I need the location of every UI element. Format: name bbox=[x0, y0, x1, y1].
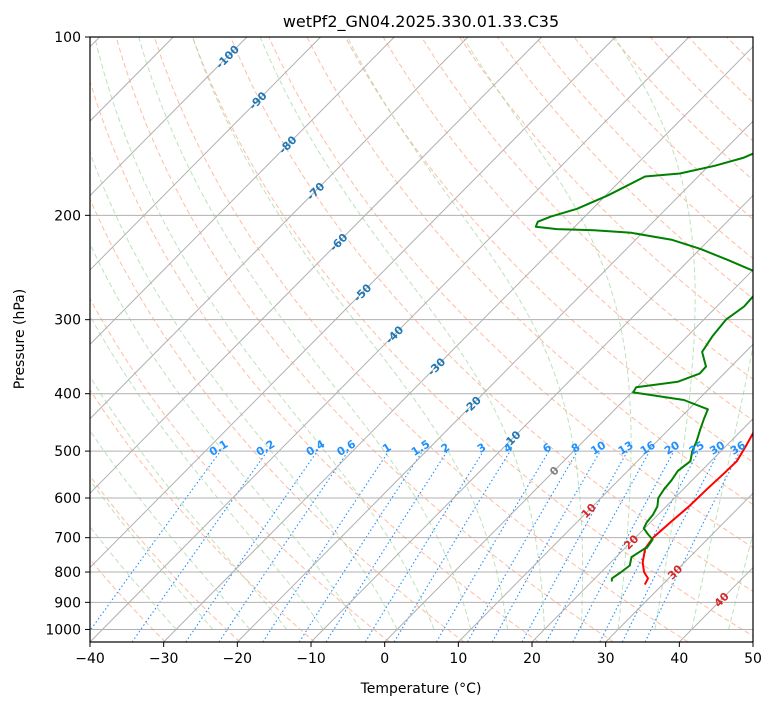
chart-title: wetPf2_GN04.2025.330.01.33.C35 bbox=[283, 12, 559, 32]
mixing-ratio-line bbox=[545, 450, 651, 642]
dry-adiabat bbox=[344, 37, 753, 463]
isotherm-line bbox=[90, 37, 616, 569]
dry-adiabats bbox=[90, 37, 775, 642]
y-tick-label: 900 bbox=[54, 595, 81, 611]
dry-adiabat bbox=[459, 37, 753, 340]
isotherm-line bbox=[163, 46, 753, 642]
mixing-ratio-line bbox=[521, 450, 629, 642]
dry-adiabat bbox=[90, 79, 540, 642]
dry-adiabat bbox=[765, 37, 775, 642]
temperature-line bbox=[641, 431, 753, 586]
x-tick-label: −20 bbox=[223, 651, 253, 667]
dry-adiabat bbox=[90, 297, 390, 642]
isotherm-line bbox=[457, 343, 753, 642]
isotherm-line bbox=[90, 37, 690, 642]
y-axis: 100 200 300 400 500 600 700 800 900 1000 bbox=[45, 30, 90, 638]
isotherm-line bbox=[90, 37, 395, 346]
moist-adiabat bbox=[346, 37, 584, 630]
isotherm-line bbox=[90, 37, 321, 271]
dry-adiabat bbox=[115, 37, 614, 642]
y-tick-label: 600 bbox=[54, 491, 81, 507]
mixing-ratio-line bbox=[644, 450, 741, 642]
dry-adiabat bbox=[268, 37, 753, 549]
y-tick-label: 500 bbox=[54, 444, 81, 460]
mixing-ratio-line bbox=[621, 450, 720, 642]
isotherm-line bbox=[310, 194, 753, 642]
dry-adiabat bbox=[90, 388, 316, 642]
x-tick-label: −10 bbox=[296, 651, 326, 667]
dry-adiabat bbox=[90, 558, 166, 642]
isotherm-line bbox=[90, 37, 469, 420]
isotherm-line bbox=[90, 37, 542, 494]
x-axis-label: Temperature (°C) bbox=[360, 681, 482, 697]
x-tick-label: 20 bbox=[523, 651, 541, 667]
y-tick-label: 700 bbox=[54, 531, 81, 547]
mixing-ratio-line bbox=[572, 450, 675, 642]
isotherm-line bbox=[605, 492, 753, 642]
x-axis: −40 −30 −20 −10 0 10 20 30 40 50 bbox=[75, 642, 762, 667]
y-tick-label: 300 bbox=[54, 313, 81, 329]
dry-adiabat bbox=[90, 475, 241, 642]
y-tick-label: 800 bbox=[54, 565, 81, 581]
moist-adiabat bbox=[90, 242, 361, 630]
sounding-series bbox=[534, 152, 753, 586]
mixing-ratio-line bbox=[393, 450, 511, 642]
isotherm-line bbox=[531, 418, 753, 642]
moist-adiabat bbox=[94, 37, 435, 630]
mixing-ratio-line bbox=[298, 450, 423, 642]
plot-background bbox=[90, 37, 753, 642]
mixing-ratio-line bbox=[185, 450, 318, 642]
dry-adiabat bbox=[90, 197, 465, 642]
isotherm-line bbox=[384, 269, 753, 642]
y-tick-label: 400 bbox=[54, 387, 81, 403]
y-axis-label: Pressure (hPa) bbox=[12, 289, 28, 389]
x-tick-label: −30 bbox=[149, 651, 179, 667]
x-tick-label: 40 bbox=[670, 651, 688, 667]
isotherm-line bbox=[236, 120, 753, 642]
dry-adiabat bbox=[382, 37, 753, 422]
mixing-ratio-line bbox=[262, 450, 390, 642]
mixing-ratio-line bbox=[218, 450, 349, 642]
mixing-ratio-line bbox=[325, 450, 448, 642]
x-tick-label: 0 bbox=[380, 651, 389, 667]
dewpoint-line bbox=[534, 152, 753, 582]
isotherm-lines bbox=[90, 37, 753, 642]
mixing-ratio-line bbox=[364, 450, 484, 642]
x-tick-label: −40 bbox=[75, 651, 105, 667]
y-tick-label: 1000 bbox=[45, 622, 81, 638]
y-tick-label: 200 bbox=[54, 208, 81, 224]
moist-adiabat bbox=[462, 37, 632, 630]
y-tick-label: 100 bbox=[54, 30, 81, 46]
x-tick-label: 10 bbox=[449, 651, 467, 667]
moist-adiabat bbox=[259, 37, 545, 630]
moist-adiabat bbox=[691, 344, 753, 630]
x-tick-label: 30 bbox=[597, 651, 615, 667]
moist-adiabat bbox=[90, 314, 324, 630]
moist-adiabat bbox=[614, 37, 696, 630]
isotherm-line bbox=[752, 641, 753, 642]
moist-adiabat bbox=[192, 37, 509, 630]
pressure-gridlines bbox=[90, 37, 753, 630]
moist-adiabat bbox=[90, 151, 398, 630]
moist-adiabat bbox=[728, 532, 753, 630]
x-tick-label: 50 bbox=[744, 651, 762, 667]
dry-adiabat bbox=[153, 37, 689, 642]
dry-adiabat bbox=[306, 37, 753, 506]
dry-adiabat bbox=[230, 37, 753, 592]
mixing-ratio-line bbox=[90, 450, 221, 632]
isotherm-line bbox=[90, 37, 248, 197]
moist-adiabat bbox=[90, 429, 251, 630]
plot-frame bbox=[89, 36, 754, 643]
